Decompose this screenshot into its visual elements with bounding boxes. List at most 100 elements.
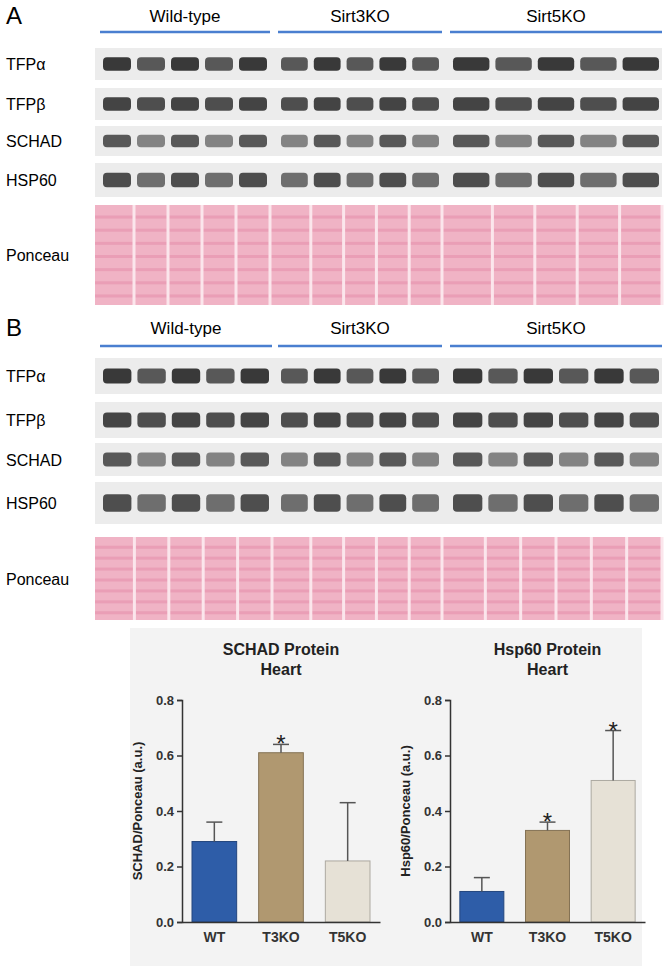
error-bar [206, 822, 222, 841]
y-tick-label: 0.4 [424, 804, 443, 819]
blot-band [488, 368, 517, 383]
group-label: Wild-type [151, 319, 222, 338]
blot-band [103, 368, 131, 383]
lane-gap [484, 537, 487, 620]
blot-band [379, 453, 406, 467]
blot-strip [95, 358, 662, 394]
blot-band [594, 412, 623, 427]
blot-band [103, 453, 131, 467]
blot-band [524, 453, 553, 467]
stain-stripe [95, 568, 662, 571]
blot-band [488, 412, 517, 427]
blot-strip [95, 88, 662, 120]
blot-band [103, 494, 131, 512]
blot-band [379, 173, 406, 187]
blot-band [495, 57, 531, 70]
y-tick-mark [445, 866, 450, 868]
lane-gap [590, 537, 593, 620]
x-tick: T5KO [594, 922, 631, 945]
blot-band [137, 57, 165, 70]
group-label: Sirt3KO [330, 319, 390, 338]
blot-band [205, 57, 233, 70]
stain-stripe [95, 546, 662, 549]
error-whisker [214, 822, 216, 841]
blot-band [239, 57, 267, 70]
row-label: Ponceau [6, 571, 69, 588]
bar [192, 842, 237, 922]
group-label: Wild-type [150, 7, 221, 26]
blot-band [103, 173, 131, 187]
row-label: TFPα [6, 368, 45, 385]
blot-band [205, 173, 233, 187]
blot-band [241, 453, 269, 467]
x-axis: WTT3KOT5KO [183, 922, 381, 945]
blot-band [206, 494, 234, 512]
x-tick-label: WT [203, 929, 225, 945]
y-tick: 0.2 [156, 859, 182, 874]
bar [259, 753, 304, 922]
blot-band [241, 412, 269, 427]
row-label: TFPβ [6, 412, 45, 429]
blot-band [412, 97, 439, 110]
blot-band [137, 494, 165, 512]
blot-band [171, 135, 199, 148]
blot-band [630, 368, 659, 383]
blot-band [495, 97, 531, 110]
lane-gap [408, 537, 411, 620]
lane-gap [201, 205, 204, 305]
y-tick: 0.4 [156, 804, 182, 819]
lane-gap [342, 537, 345, 620]
blot-band [347, 412, 374, 427]
lane-gap [491, 205, 494, 305]
row-label: Ponceau [6, 247, 69, 264]
y-tick: 0.0 [424, 915, 450, 930]
lane-gap [133, 537, 136, 620]
y-axis-title: Hsp60/Ponceau (a.u.) [398, 745, 413, 876]
group-label: Sirt5KO [526, 7, 586, 26]
blot-band [281, 494, 308, 512]
x-tick-label: T5KO [329, 929, 366, 945]
y-tick-mark [177, 755, 182, 757]
y-tick-mark [445, 700, 450, 702]
bar [460, 891, 504, 922]
blot-band [281, 412, 308, 427]
x-tick: T3KO [529, 922, 566, 945]
y-tick: 0.4 [424, 804, 450, 819]
blot-strip [95, 48, 662, 80]
blot-strip [95, 482, 662, 524]
blot-band [453, 453, 482, 467]
plot-marks [192, 744, 370, 922]
group-line [278, 31, 442, 34]
blot-band [594, 494, 623, 512]
blot-band [347, 57, 374, 70]
blot-band [172, 453, 200, 467]
blot-band [281, 173, 308, 187]
x-tick-label: WT [471, 929, 493, 945]
y-tick-label: 0.6 [424, 748, 442, 763]
blot-band [281, 453, 308, 467]
group-line [100, 31, 270, 34]
y-tick-mark [177, 700, 182, 702]
blot-band [314, 97, 341, 110]
blot-band [453, 368, 482, 383]
stain-bg [95, 205, 662, 305]
strip-bg [95, 48, 662, 80]
lane-gap [533, 205, 536, 305]
blot-band [241, 494, 269, 512]
error-whisker [481, 878, 483, 892]
blot-band [137, 368, 165, 383]
blot-band [379, 494, 406, 512]
blot-band [453, 412, 482, 427]
blot-band [347, 368, 374, 383]
y-tick: 0.8 [424, 693, 450, 708]
blot-band [559, 453, 588, 467]
blot-band [103, 412, 131, 427]
blot-band [488, 453, 517, 467]
y-tick-label: 0.8 [156, 693, 174, 708]
blot-band [103, 97, 131, 110]
y-tick-label: 0.0 [156, 915, 174, 930]
y-tick-label: 0.8 [424, 693, 442, 708]
blot-band [495, 173, 531, 187]
error-bar [340, 803, 356, 861]
y-tick: 0.0 [156, 915, 182, 930]
